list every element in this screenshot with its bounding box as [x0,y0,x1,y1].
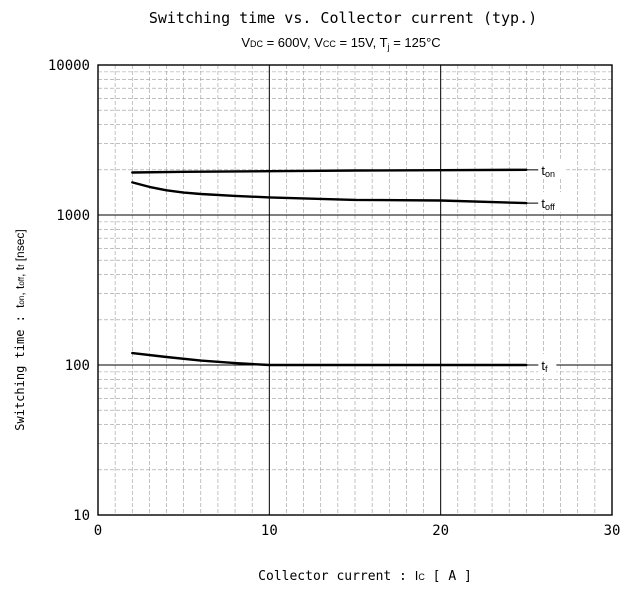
series-label-bg-ton [538,158,567,179]
x-tick-label: 20 [432,523,449,539]
series-line-tf [131,351,528,367]
y-tick-label: 1000 [56,208,90,224]
series-line-toff [131,181,528,205]
series-label-tf: tf [541,358,548,374]
x-tick-label: 30 [604,523,621,539]
series-label-bg-tf [538,354,557,374]
series-layer: ton toff tf [131,158,573,374]
series-label-ton: ton [541,163,555,179]
y-axis-label: Switching time : ton, toff, tf [nsec] [13,229,27,430]
series-label-bg-toff [538,192,573,213]
x-tick-label: 0 [94,523,102,539]
chart-subtitle: VDC = 600V, VCC = 15V, Tj = 125°C [241,35,440,52]
series-label-toff: toff [541,196,555,212]
series-line-ton [131,168,528,174]
plot-frame [97,64,613,516]
y-tick-label: 10 [73,508,90,524]
y-tick-label: 10000 [48,58,90,74]
grid [98,65,612,515]
chart-title: Switching time vs. Collector current (ty… [149,9,537,27]
y-tick-label: 100 [65,358,90,374]
x-tick-label: 10 [261,523,278,539]
x-axis-label: Collector current : IC [ A ] [258,568,472,584]
